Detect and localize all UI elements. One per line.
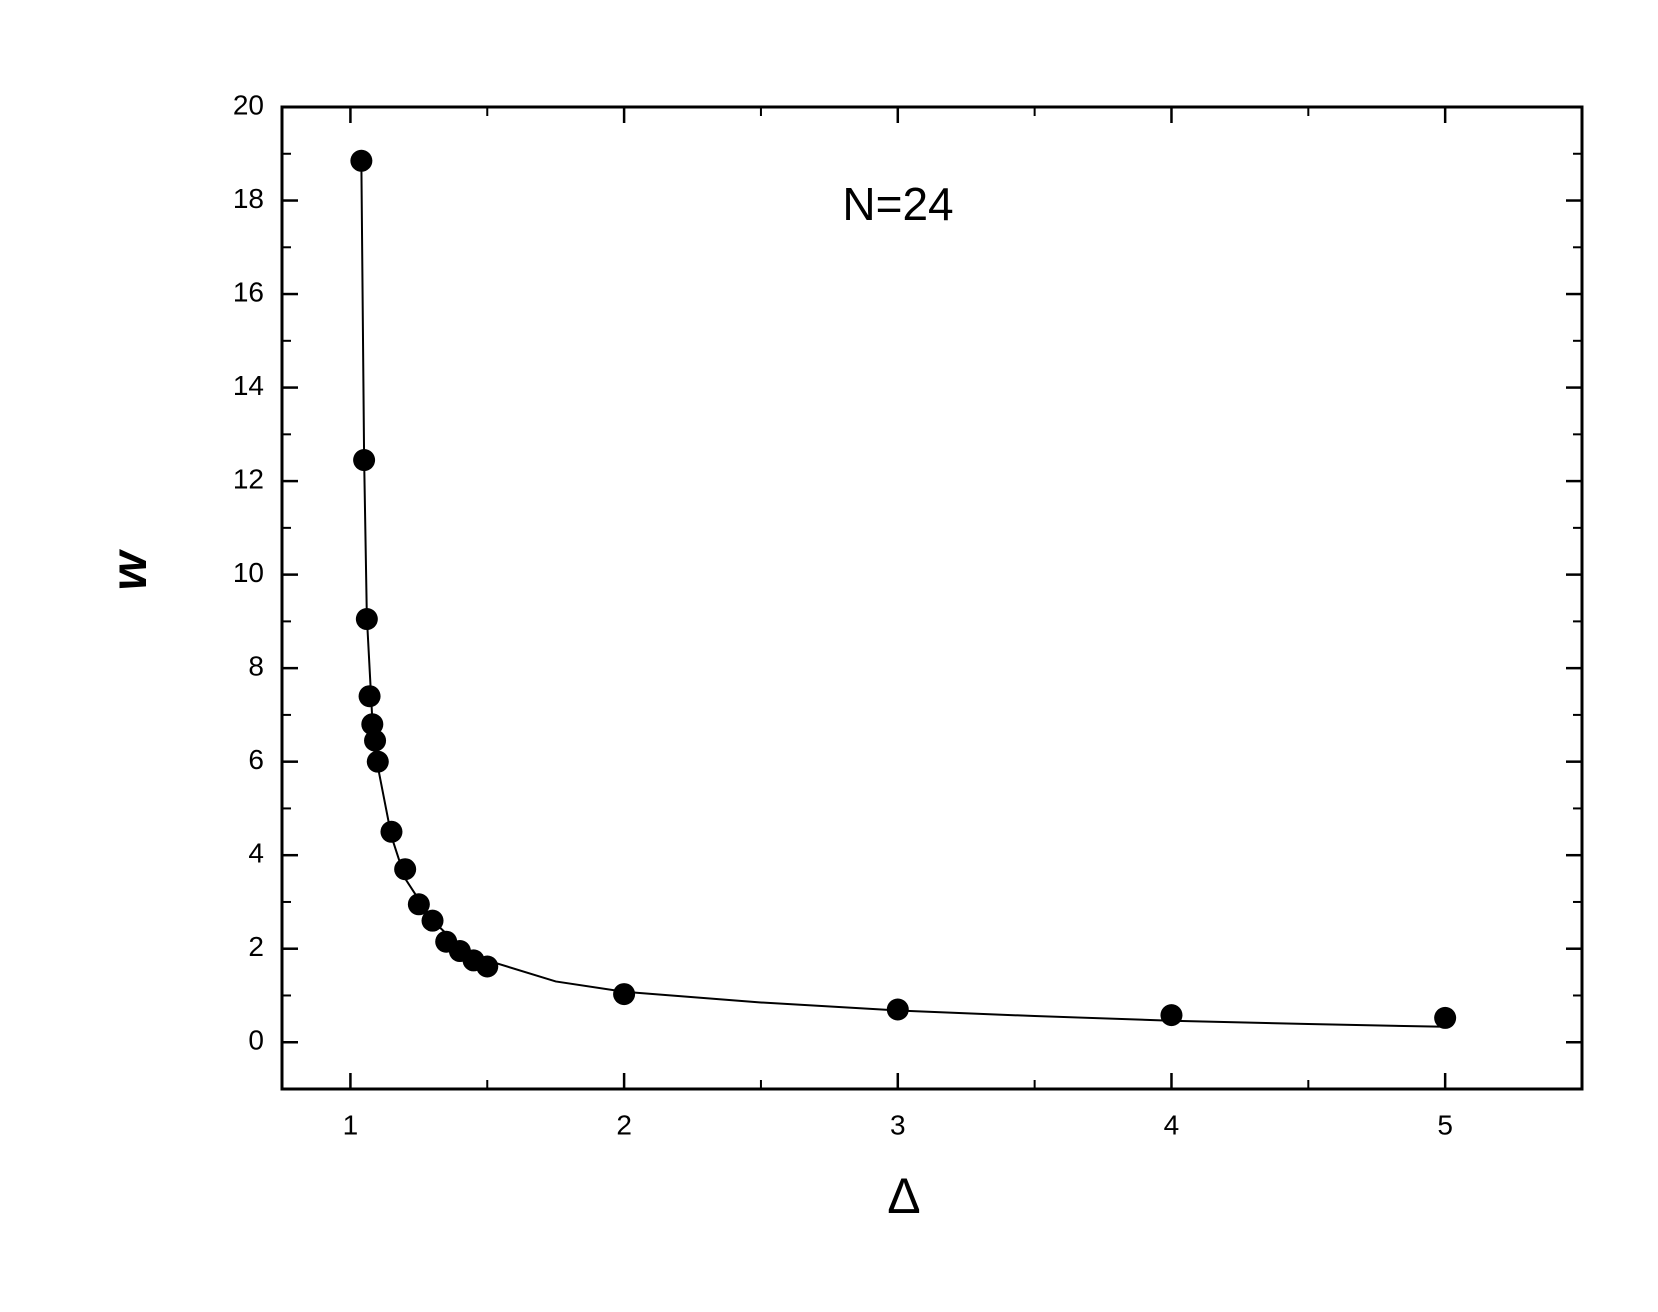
x-tick-label: 3 <box>890 1109 906 1140</box>
data-point <box>1160 1004 1183 1027</box>
y-tick-label: 4 <box>248 838 264 869</box>
fit-line <box>360 163 1446 1028</box>
y-tick-label: 10 <box>233 557 264 588</box>
y-tick-label: 12 <box>233 463 264 494</box>
x-tick-label: 2 <box>616 1109 632 1140</box>
y-axis-label: w <box>101 548 157 590</box>
x-tick-label: 5 <box>1437 1109 1453 1140</box>
y-tick-label: 14 <box>233 370 264 401</box>
data-point <box>613 983 636 1006</box>
y-tick-label: 2 <box>248 931 264 962</box>
data-point <box>358 685 381 708</box>
plot-frame <box>280 105 1584 1091</box>
annotation: N=24 <box>842 178 953 230</box>
x-tick-label: 4 <box>1164 1109 1180 1140</box>
y-tick-label: 18 <box>233 183 264 214</box>
data-point <box>350 149 373 172</box>
y-tick-label: 0 <box>248 1025 264 1056</box>
data-point <box>1434 1006 1457 1029</box>
x-tick-label: 1 <box>343 1109 359 1140</box>
y-tick-label: 8 <box>248 651 264 682</box>
y-tick-label: 16 <box>233 276 264 307</box>
y-tick-label: 20 <box>233 89 264 120</box>
x-axis-label: Δ <box>887 1168 920 1224</box>
y-tick-label: 6 <box>248 744 264 775</box>
data-point <box>476 955 499 978</box>
